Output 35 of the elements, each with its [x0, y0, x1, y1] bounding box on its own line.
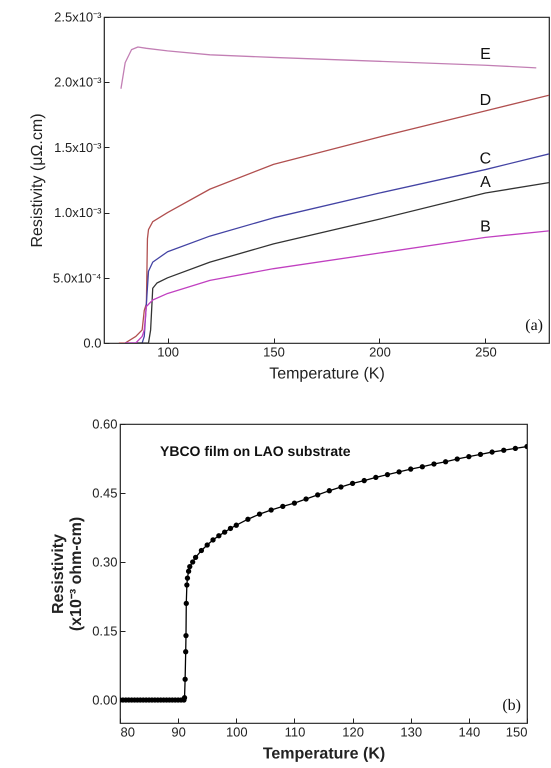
series-label: B	[480, 218, 491, 236]
y-axis-title: Resistivity (μΩ.cm)	[28, 113, 46, 248]
x-tick-label: 150	[506, 724, 528, 740]
y-tick-label: 2.5x10⁻³	[54, 10, 102, 24]
y-tick-label: 0.30	[92, 554, 118, 570]
y-tick-label: 1.0x10⁻³	[54, 205, 102, 220]
annotation: YBCO film on LAO substrate	[160, 443, 351, 459]
series-label: D	[480, 92, 492, 109]
y-tick-label: 5.0x10⁻⁴	[52, 270, 102, 286]
y-tick-label: 0.60	[92, 416, 118, 432]
series-label: A	[480, 174, 492, 192]
x-tick-label: 100	[226, 724, 248, 740]
y-tick-label: 0.15	[92, 624, 118, 638]
x-tick-label: 120	[342, 724, 364, 740]
x-tick-label: 140	[458, 724, 480, 740]
series-label: E	[480, 46, 491, 64]
x-tick-label: 110	[284, 724, 306, 740]
x-tick-label: 200	[369, 344, 391, 360]
x-tick-label: 80	[120, 724, 135, 740]
x-axis-title: Temperature (K)	[269, 366, 385, 382]
x-axis-title: Temperature (K)	[262, 746, 386, 762]
annotation: (a)	[525, 317, 543, 334]
y-tick-label: 2.0x10⁻³	[54, 74, 102, 90]
y-tick-label: 0.0	[83, 336, 102, 350]
x-tick-label: 90	[171, 724, 186, 740]
annotation: (b)	[502, 697, 521, 714]
x-tick-label: 150	[263, 344, 285, 360]
y-tick-label: 0.45	[92, 486, 118, 500]
series-label: C	[480, 150, 492, 168]
y-tick-label: 0.00	[92, 692, 118, 708]
y-tick-label: 1.5x10⁻³	[54, 140, 102, 155]
y-axis-title: Resistivity (x10⁻³ ohm-cm)	[50, 516, 86, 632]
x-tick-label: 100	[157, 344, 179, 360]
x-tick-label: 130	[400, 724, 422, 740]
x-tick-label: 250	[475, 344, 497, 360]
